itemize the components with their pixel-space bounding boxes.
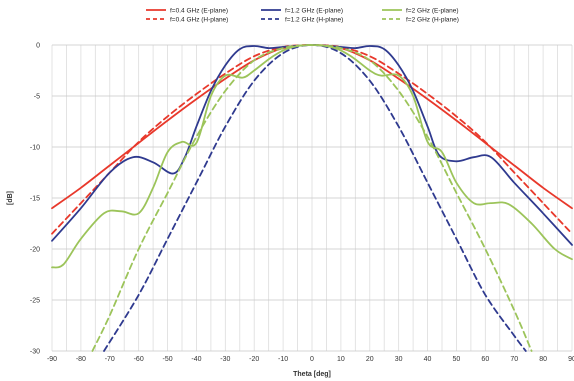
y-tick-label: -20	[30, 247, 40, 254]
x-tick-label: -40	[191, 356, 201, 363]
x-tick-label: 60	[481, 356, 489, 363]
x-tick-label: 50	[453, 356, 461, 363]
x-tick-label: -80	[76, 356, 86, 363]
legend-label: f=0.4 GHz (E-plane)	[170, 7, 228, 14]
legend-label: f=0.4 GHz (H-plane)	[170, 16, 228, 23]
series-lines	[51, 44, 573, 352]
legend-label: f=2 GHz (E-plane)	[406, 7, 459, 14]
x-tick-label: 70	[510, 356, 518, 363]
x-tick-label: -50	[162, 356, 172, 363]
x-tick-label: 40	[424, 356, 432, 363]
x-tick-label: 20	[366, 356, 374, 363]
x-axis-label: Theta [deg]	[293, 371, 331, 378]
legend: f=0.4 GHz (E-plane) f=1.2 GHz (E-plane) f=…	[146, 7, 459, 23]
y-tick-label: -5	[34, 94, 40, 101]
x-tick-labels: -90 -80 -70 -60 -50 -40 -30 -20 -10 0 10 20 30 40 50 60…	[47, 356, 574, 363]
y-tick-label: -25	[30, 298, 40, 305]
legend-label: f=1.2 GHz (H-plane)	[285, 16, 343, 23]
x-tick-label: 90	[568, 356, 574, 363]
x-tick-label: 30	[395, 356, 403, 363]
x-tick-label: 0	[310, 356, 314, 363]
series-line-6	[91, 44, 533, 352]
x-tick-label: -70	[105, 356, 115, 363]
x-tick-label: -90	[47, 356, 57, 363]
x-tick-label: -30	[220, 356, 230, 363]
x-tick-label: -60	[134, 356, 144, 363]
y-tick-label: 0	[36, 43, 40, 50]
legend-label: f=2 GHz (H-plane)	[406, 16, 459, 23]
y-tick-labels: 0 -5 -10 -15 -20 -25 -30	[30, 43, 40, 356]
x-tick-label: -20	[249, 356, 259, 363]
y-tick-label: -10	[30, 145, 40, 152]
x-tick-label: 80	[539, 356, 547, 363]
y-tick-label: -15	[30, 196, 40, 203]
y-axis-label: [dB]	[7, 191, 14, 205]
x-tick-label: 10	[337, 356, 345, 363]
legend-label: f=1.2 GHz (E-plane)	[285, 7, 343, 14]
x-tick-label: -10	[278, 356, 288, 363]
grid	[51, 44, 573, 352]
y-tick-label: -30	[30, 349, 40, 356]
